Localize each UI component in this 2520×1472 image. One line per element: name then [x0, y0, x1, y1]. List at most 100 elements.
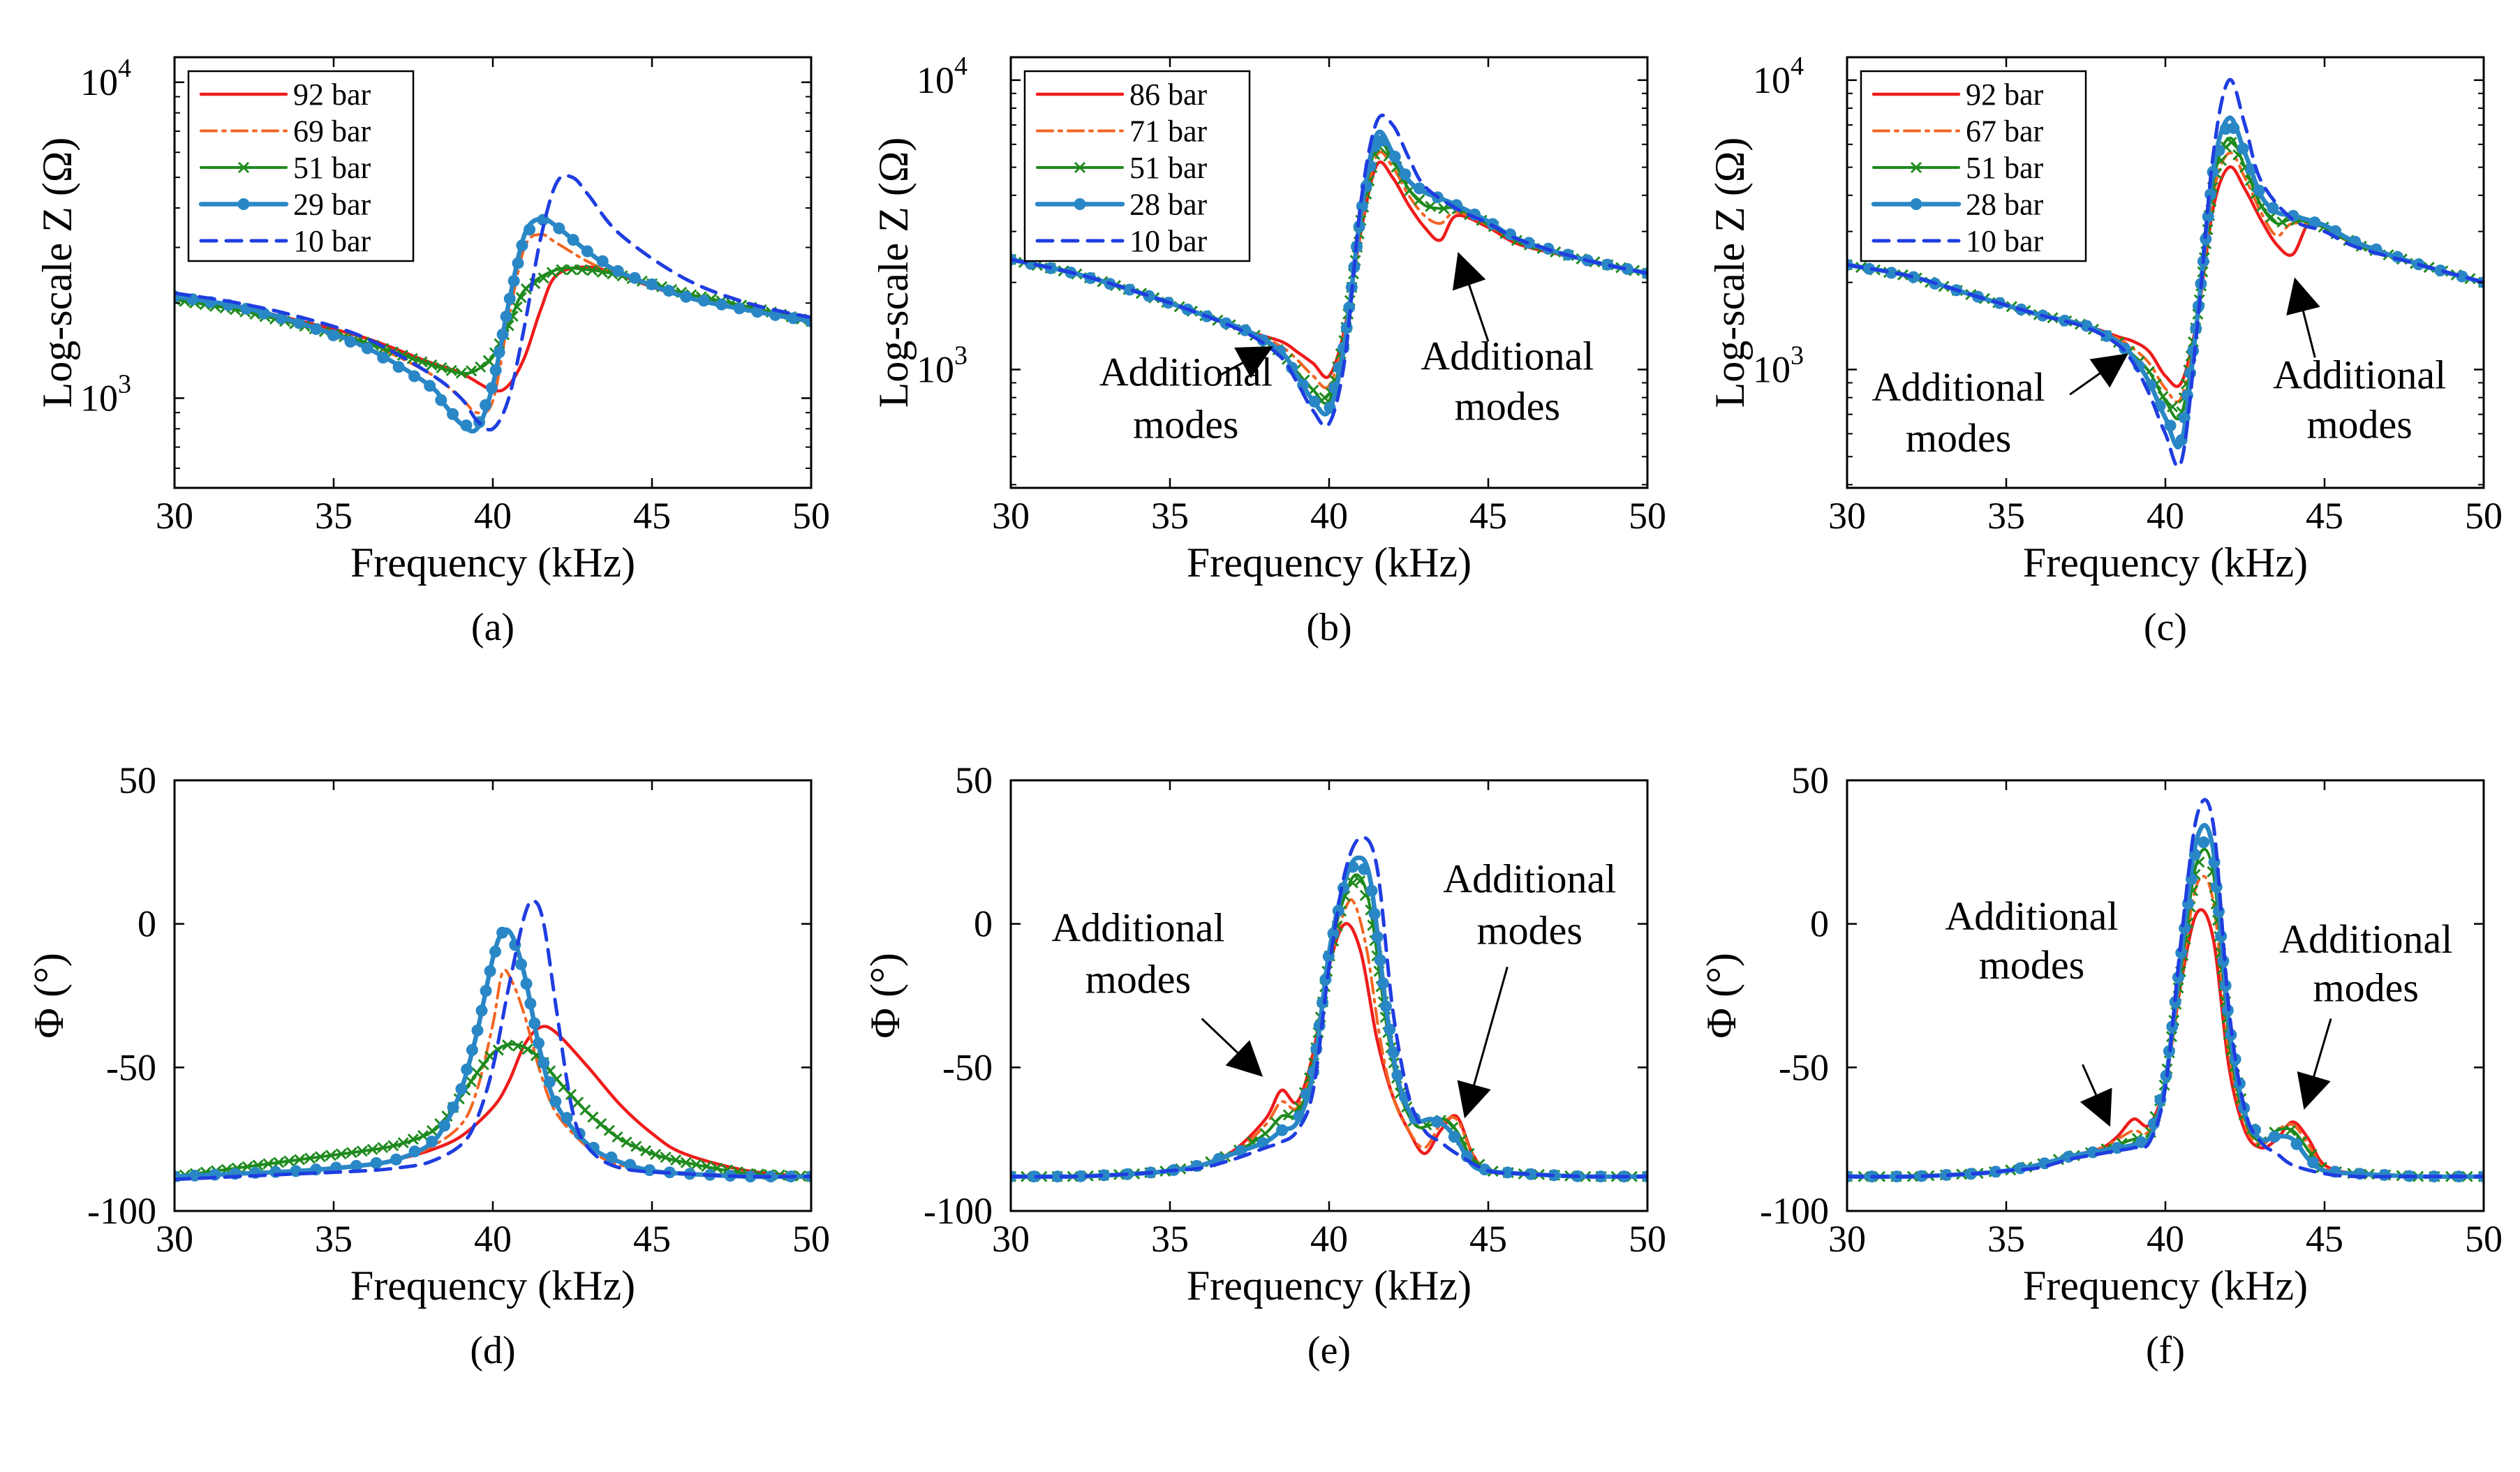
series-marker-3-41: [1502, 1166, 1514, 1179]
axes-box: [173, 779, 813, 1212]
series-marker-3-13: [1293, 1110, 1305, 1122]
y-tick-base: 10: [917, 348, 954, 390]
series-marker-3-25: [1358, 863, 1370, 875]
series-marker-2-27: [436, 362, 447, 373]
legend-label-3: 29 bar: [293, 188, 371, 222]
series-marker-2-31-b: [465, 1076, 477, 1087]
series-marker-3-5: [1964, 1168, 1977, 1180]
series-marker-3-35: [596, 255, 609, 267]
series-line-4: [1847, 77, 2484, 469]
series-marker-3-15: [447, 1101, 459, 1114]
panel-d: 30 35 40 45 50 -100 -50 0 50 Frequency (kHz) Φ (°)…: [26, 759, 830, 1372]
y-tick-label: -50: [106, 1046, 156, 1088]
y-tick-label: 103: [80, 369, 131, 419]
series-marker-3-22: [484, 965, 496, 977]
series-marker-3-19: [471, 1024, 484, 1036]
y-tick-exp: 4: [118, 54, 131, 83]
annotation-line-2: modes: [1133, 402, 1238, 447]
annotation-line-2: modes: [1455, 384, 1560, 429]
series-marker-2-9: [262, 1158, 274, 1170]
series-marker-3-37: [628, 272, 641, 284]
annotation-arrow: [1220, 346, 1273, 378]
series-marker-2-12: [294, 1154, 306, 1166]
x-tick-label: 50: [792, 495, 830, 537]
annotation-line-2: modes: [1979, 942, 2084, 988]
series-marker-3-24: [496, 328, 509, 341]
series-marker-2-19-b: [366, 1143, 378, 1155]
series-marker-3-4: [1098, 1169, 1111, 1182]
series-line-2: [1847, 847, 2484, 1178]
series-marker-2-54-b: [649, 1149, 662, 1161]
series-marker-2-11: [283, 1155, 295, 1167]
series-marker-3-28: [2202, 210, 2214, 223]
series-marker-3-33: [567, 234, 579, 246]
series-marker-2-45: [2215, 154, 2228, 166]
series-marker-2-44: [556, 264, 568, 276]
series-marker-3-10: [370, 1157, 383, 1169]
series-marker-3-30: [524, 223, 536, 236]
series-marker-3-30: [1377, 977, 1389, 990]
series-marker-2-26-b: [426, 359, 438, 371]
series-marker-3-32: [1376, 135, 1388, 147]
annotation-line-2: modes: [1477, 907, 1583, 953]
series-marker-3-17: [1308, 395, 1321, 408]
legend-marker-3: [1074, 198, 1086, 210]
series-marker-2-11-b: [283, 1155, 295, 1167]
series-group: [1847, 77, 2484, 469]
annotation-line-2: modes: [2313, 965, 2419, 1011]
x-axis-label: Frequency (kHz): [2023, 1263, 2308, 1309]
x-tick-label: 45: [1469, 495, 1507, 537]
annotation-line-2: modes: [1085, 956, 1191, 1002]
series-marker-3-10: [2087, 1146, 2099, 1159]
series-marker-2-26-b: [1319, 392, 1331, 403]
series-marker-3-27: [1368, 907, 1381, 920]
y-tick-label: 104: [80, 54, 131, 103]
series-marker-2-54: [649, 1149, 662, 1161]
x-tick-label: 30: [156, 1218, 193, 1260]
series-marker-2-19-b: [1282, 1109, 1294, 1121]
y-tick-label: -100: [1760, 1190, 1829, 1232]
series-marker-3-43: [733, 302, 746, 315]
annotation-arrow: [2080, 1064, 2112, 1127]
series-marker-3-46: [2456, 270, 2468, 283]
series-marker-2-37-b: [512, 1040, 524, 1052]
series-marker-3-16: [455, 1083, 468, 1095]
annotation-line-1: Additional: [1099, 349, 1273, 394]
y-tick-label: -50: [942, 1046, 993, 1088]
series-marker-2-26-b: [2167, 401, 2179, 412]
legend-marker-3: [237, 198, 250, 210]
series-marker-2-49: [603, 1124, 615, 1136]
series-marker-2-55-b: [660, 1151, 672, 1164]
series-marker-3-42: [716, 298, 728, 311]
series-marker-3-34: [561, 1112, 573, 1124]
series-marker-2-14-b: [314, 1151, 327, 1163]
series-marker-3-12: [408, 1145, 421, 1158]
legend-marker-2-b: [1910, 161, 1922, 174]
series-marker-3-46: [1621, 262, 1633, 275]
series-marker-2-52-b: [1425, 200, 1437, 212]
series-marker-2-30: [466, 365, 477, 377]
series-marker-2-56: [2285, 1124, 2297, 1136]
legend-label-3: 28 bar: [1129, 188, 1208, 222]
series-marker-3-28: [524, 997, 537, 1010]
annotation-arrow: [1452, 251, 1490, 342]
annotation-arrow: [2297, 1018, 2332, 1110]
series-marker-3-14: [1300, 1088, 1312, 1101]
series-marker-2-58: [690, 1159, 702, 1170]
series-marker-2-14: [314, 1151, 327, 1163]
series-marker-3-38: [2268, 1131, 2281, 1143]
legend-label-2: 51 bar: [293, 151, 371, 185]
series-marker-2-52: [630, 1140, 642, 1152]
series-marker-3-10: [344, 335, 357, 348]
series-marker-3-19: [2172, 971, 2184, 983]
x-tick-label: 35: [1151, 495, 1189, 537]
legend-marker-3: [1910, 198, 1922, 210]
series-marker-2-43: [546, 267, 558, 278]
series-marker-2-54: [2276, 216, 2288, 228]
series-marker-2-47: [586, 265, 598, 276]
y-tick-label: 103: [917, 341, 968, 390]
